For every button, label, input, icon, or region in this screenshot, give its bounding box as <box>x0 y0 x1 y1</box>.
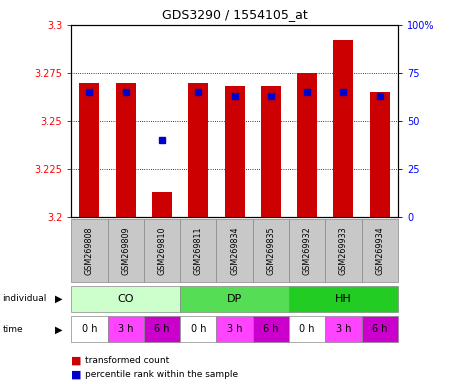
Text: 6 h: 6 h <box>371 324 386 334</box>
Bar <box>288 316 325 342</box>
Text: percentile rank within the sample: percentile rank within the sample <box>85 370 238 379</box>
Bar <box>216 219 252 282</box>
Bar <box>144 219 180 282</box>
Text: GSM269934: GSM269934 <box>375 226 383 275</box>
Bar <box>152 192 172 217</box>
Text: 6 h: 6 h <box>154 324 169 334</box>
Bar <box>107 316 144 342</box>
Text: ▶: ▶ <box>55 293 62 304</box>
Bar <box>116 83 135 217</box>
Text: 3 h: 3 h <box>335 324 351 334</box>
Text: ■: ■ <box>71 356 82 366</box>
Bar <box>180 316 216 342</box>
Bar <box>288 219 325 282</box>
Bar <box>79 83 99 217</box>
Bar <box>288 286 397 311</box>
Text: 6 h: 6 h <box>263 324 278 334</box>
Bar <box>361 219 397 282</box>
Title: GDS3290 / 1554105_at: GDS3290 / 1554105_at <box>162 8 307 21</box>
Text: DP: DP <box>226 293 242 304</box>
Bar <box>333 40 353 217</box>
Text: GSM269810: GSM269810 <box>157 226 166 275</box>
Bar <box>260 86 280 217</box>
Bar <box>216 316 252 342</box>
Bar <box>224 86 244 217</box>
Bar <box>180 286 288 311</box>
Bar <box>252 219 288 282</box>
Bar <box>144 316 180 342</box>
Text: 3 h: 3 h <box>226 324 242 334</box>
Bar <box>71 219 107 282</box>
Text: GSM269834: GSM269834 <box>230 226 239 275</box>
Text: individual: individual <box>2 294 46 303</box>
Text: 3 h: 3 h <box>118 324 133 334</box>
Text: ■: ■ <box>71 369 82 379</box>
Bar <box>71 316 107 342</box>
Bar <box>325 316 361 342</box>
Text: GSM269811: GSM269811 <box>193 226 202 275</box>
Text: GSM269809: GSM269809 <box>121 226 130 275</box>
Bar <box>361 316 397 342</box>
Text: 0 h: 0 h <box>82 324 97 334</box>
Text: GSM269933: GSM269933 <box>338 226 347 275</box>
Text: CO: CO <box>117 293 134 304</box>
Text: ▶: ▶ <box>55 324 62 334</box>
Bar <box>188 83 208 217</box>
Bar <box>252 316 288 342</box>
Bar <box>297 73 316 217</box>
Bar <box>71 286 180 311</box>
Text: HH: HH <box>334 293 351 304</box>
Text: GSM269835: GSM269835 <box>266 226 275 275</box>
Bar <box>325 219 361 282</box>
Bar <box>180 219 216 282</box>
Text: GSM269932: GSM269932 <box>302 226 311 275</box>
Bar <box>107 219 144 282</box>
Text: time: time <box>2 325 23 334</box>
Bar <box>369 92 389 217</box>
Text: 0 h: 0 h <box>299 324 314 334</box>
Text: 0 h: 0 h <box>190 324 206 334</box>
Text: transformed count: transformed count <box>85 356 169 366</box>
Text: GSM269808: GSM269808 <box>85 226 94 275</box>
